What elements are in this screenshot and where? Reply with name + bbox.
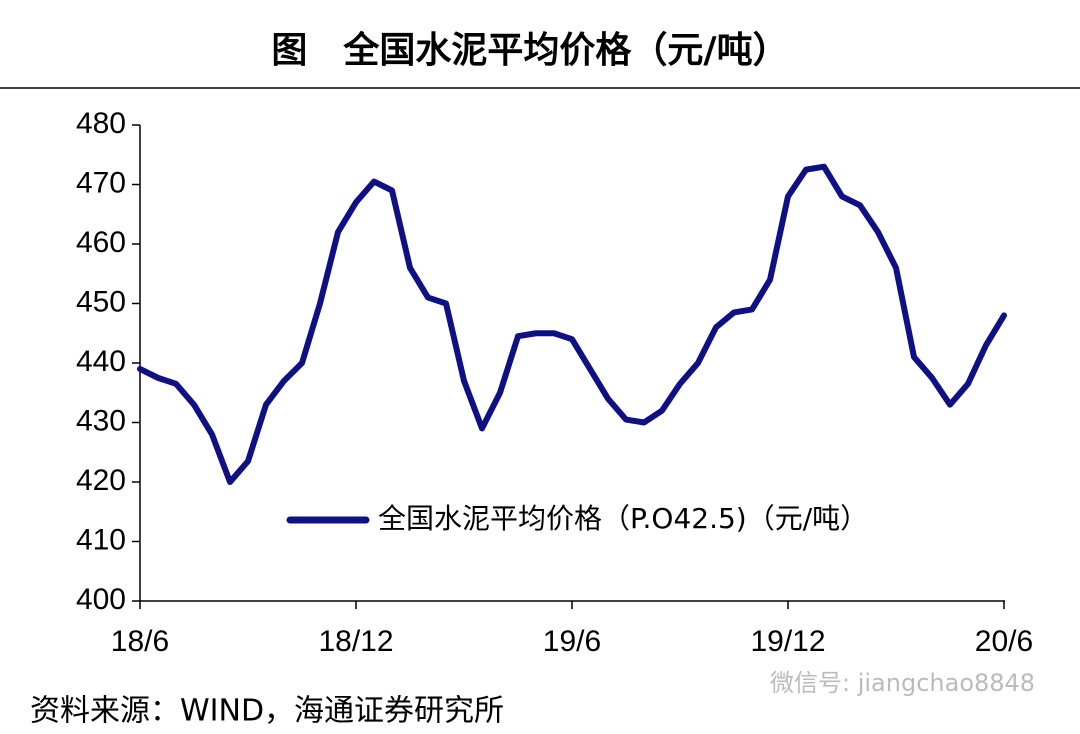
x-tick-label: 19/6 (543, 625, 601, 658)
legend-label: 全国水泥平均价格（P.O42.5)（元/吨） (378, 502, 868, 535)
y-tick-label: 460 (76, 226, 126, 259)
x-tick-label: 19/12 (750, 625, 825, 658)
y-tick-label: 420 (76, 464, 126, 497)
y-tick-label: 400 (76, 583, 126, 616)
line-series (137, 163, 1007, 485)
y-tick-label: 410 (76, 523, 126, 556)
x-tick-label: 20/6 (975, 625, 1033, 658)
x-tick-label: 18/6 (111, 625, 169, 658)
y-tick-label: 450 (76, 285, 126, 318)
y-tick-label: 430 (76, 404, 126, 437)
x-tick-label: 18/12 (318, 625, 393, 658)
chart-title: 图 全国水泥平均价格（元/吨） (271, 29, 788, 71)
watermark: 微信号: jiangchao8848 (770, 669, 1035, 697)
y-tick-label: 470 (76, 166, 126, 199)
y-tick-label: 440 (76, 345, 126, 378)
source-note: 资料来源：WIND，海通证券研究所 (30, 694, 504, 729)
y-tick-label: 480 (76, 107, 126, 140)
